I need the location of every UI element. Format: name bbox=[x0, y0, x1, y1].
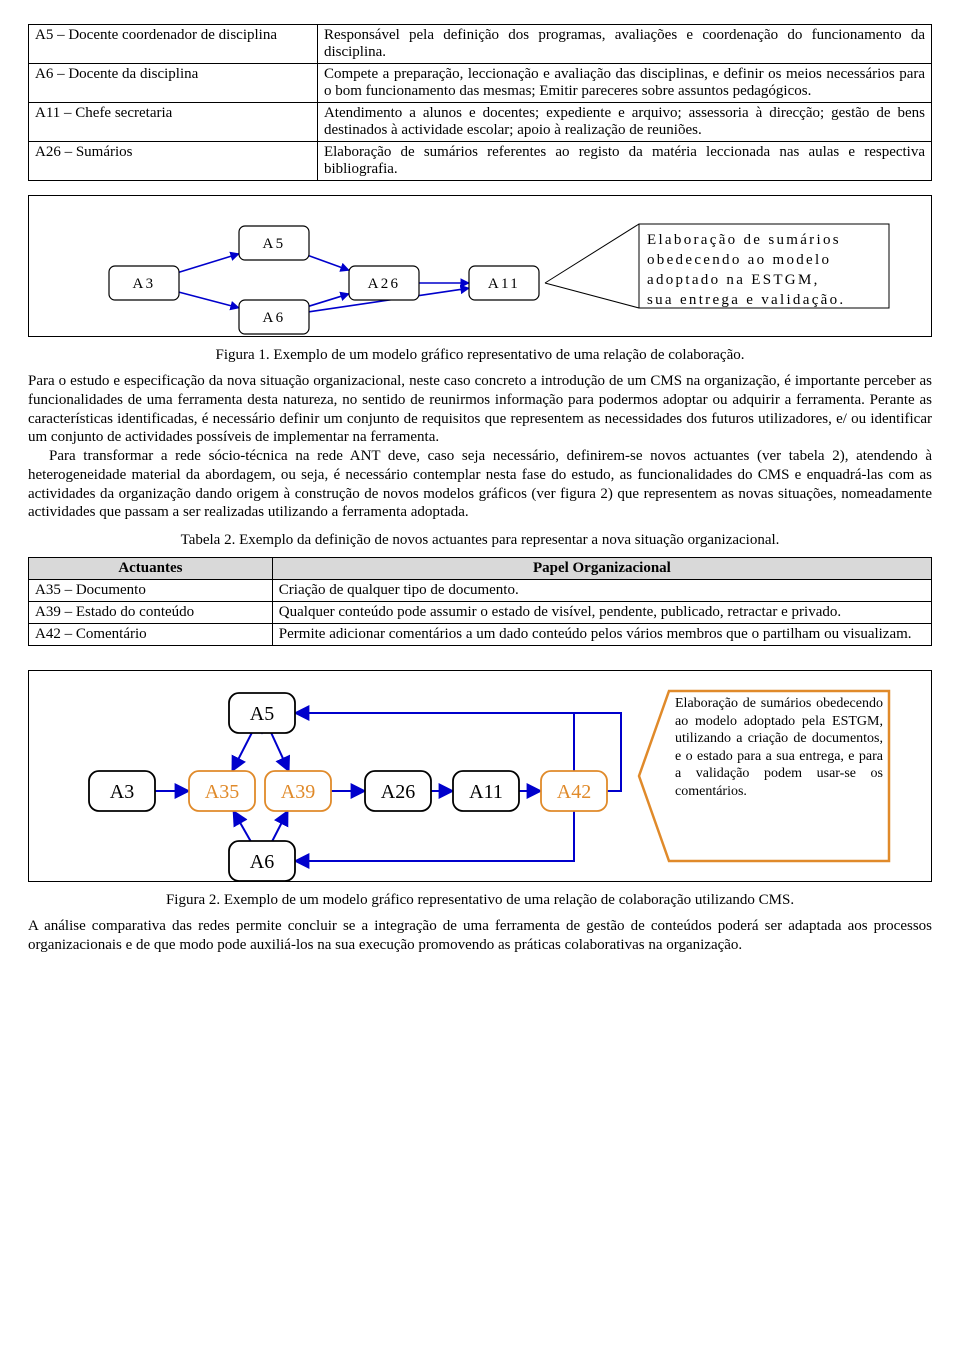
table-row: A39 – Estado do conteúdoQualquer conteúd… bbox=[29, 602, 932, 624]
table-1-body: A5 – Docente coordenador de disciplinaRe… bbox=[29, 25, 932, 181]
table-2: Actuantes Papel Organizacional A35 – Doc… bbox=[28, 557, 932, 646]
figure-1-svg: Elaboração de sumários obedecendo ao mode… bbox=[29, 196, 909, 336]
svg-text:sua entrega e validação.: sua entrega e validação. bbox=[647, 292, 845, 308]
table-2-header-row: Actuantes Papel Organizacional bbox=[29, 558, 932, 580]
table-row: A5 – Docente coordenador de disciplinaRe… bbox=[29, 25, 932, 64]
table-row: A26 – SumáriosElaboração de sumários ref… bbox=[29, 142, 932, 181]
svg-text:A6: A6 bbox=[263, 310, 286, 326]
svg-text:A35: A35 bbox=[205, 781, 239, 803]
figure-1-caption: Figura 1. Exemplo de um modelo gráfico r… bbox=[28, 347, 932, 364]
svg-text:A11: A11 bbox=[488, 276, 520, 292]
paragraph-3: A análise comparativa das redes permite … bbox=[28, 917, 932, 955]
svg-text:A42: A42 bbox=[557, 781, 591, 803]
svg-text:A5: A5 bbox=[263, 236, 286, 252]
svg-text:A39: A39 bbox=[281, 781, 315, 803]
svg-text:A6: A6 bbox=[250, 851, 274, 873]
paragraph-2: Para transformar a rede sócio-técnica na… bbox=[28, 447, 932, 522]
svg-text:A11: A11 bbox=[469, 781, 503, 803]
svg-text:A26: A26 bbox=[381, 781, 415, 803]
table-2-body: A35 – DocumentoCriação de qualquer tipo … bbox=[29, 580, 932, 646]
table-row: A42 – ComentárioPermite adicionar coment… bbox=[29, 624, 932, 646]
svg-text:Elaboração de sumários: Elaboração de sumários bbox=[647, 232, 841, 248]
table-2-caption: Tabela 2. Exemplo da definição de novos … bbox=[28, 532, 932, 549]
figure-2: Elaboração de sumários obedecendo ao mod… bbox=[28, 670, 932, 882]
table-row: A6 – Docente da disciplinaCompete a prep… bbox=[29, 64, 932, 103]
figure-2-caption: Figura 2. Exemplo de um modelo gráfico r… bbox=[28, 892, 932, 909]
table-row: A11 – Chefe secretariaAtendimento a alun… bbox=[29, 103, 932, 142]
figure-2-svg: Elaboração de sumários obedecendo ao mod… bbox=[29, 671, 909, 881]
table-row: A35 – DocumentoCriação de qualquer tipo … bbox=[29, 580, 932, 602]
svg-text:obedecendo ao modelo: obedecendo ao modelo bbox=[647, 252, 831, 268]
figure-1: Elaboração de sumários obedecendo ao mode… bbox=[28, 195, 932, 337]
paragraph-1: Para o estudo e especificação da nova si… bbox=[28, 372, 932, 447]
table-2-header-actuantes: Actuantes bbox=[29, 558, 273, 580]
table-1: A5 – Docente coordenador de disciplinaRe… bbox=[28, 24, 932, 181]
table-2-header-papel: Papel Organizacional bbox=[272, 558, 931, 580]
svg-text:A5: A5 bbox=[250, 703, 274, 725]
svg-text:A3: A3 bbox=[110, 781, 134, 803]
svg-text:A26: A26 bbox=[368, 276, 401, 292]
svg-text:adoptado na ESTGM,: adoptado na ESTGM, bbox=[647, 272, 820, 288]
svg-text:A3: A3 bbox=[133, 276, 156, 292]
